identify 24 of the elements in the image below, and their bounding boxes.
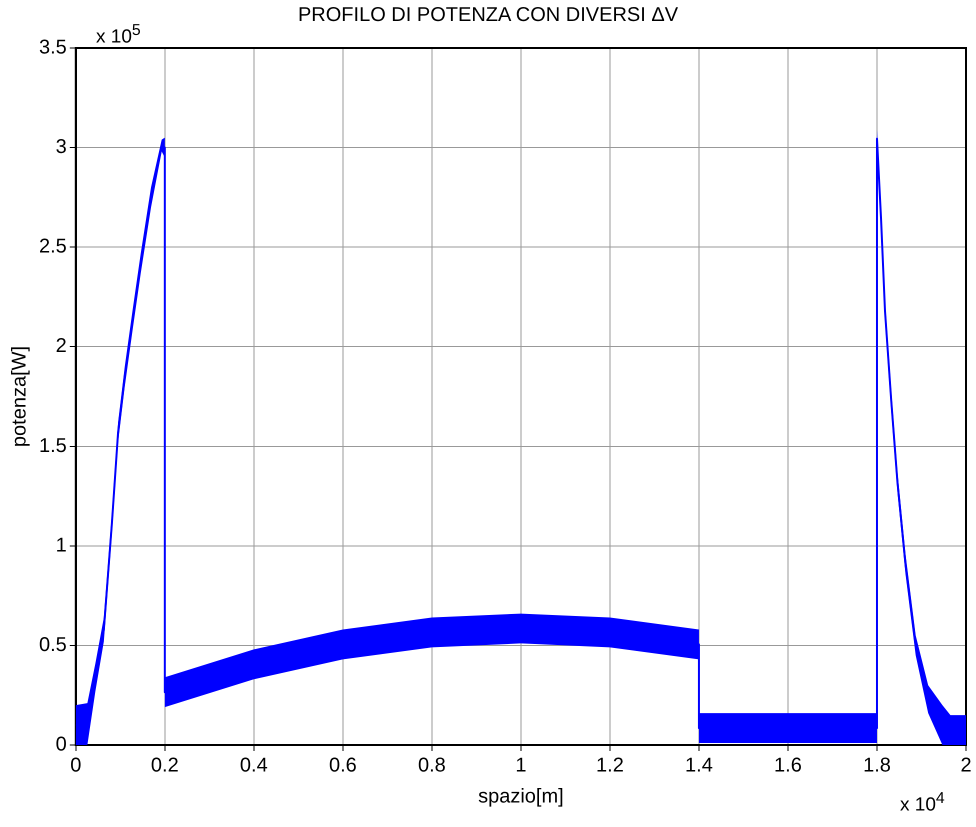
x-tick-label: 1 [515, 754, 526, 777]
x-tick-label: 2 [960, 754, 972, 777]
y-axis-title: potenza[W] [8, 346, 31, 448]
x-tick-label: 0.4 [240, 754, 268, 777]
x-tick-label: 1.4 [685, 754, 713, 777]
y-tick-label: 0 [56, 734, 67, 756]
y-tick-label: 0.5 [38, 634, 67, 656]
x-tick-label: 1.2 [596, 754, 624, 777]
y-tick-label: 2.5 [38, 236, 67, 258]
y-tick-label: 2 [56, 335, 67, 358]
y-tick-label: 3.5 [38, 36, 67, 59]
y-tick-label: 1.5 [38, 434, 67, 457]
chart-title: PROFILO DI POTENZA CON DIVERSI ΔV [298, 4, 678, 26]
x-tick-label: 1.8 [863, 754, 891, 777]
x-tick-label: 0 [70, 754, 82, 777]
x-tick-label: 0.6 [328, 754, 357, 777]
x-axis-title: spazio[m] [478, 786, 564, 808]
y-tick-label: 3 [56, 136, 67, 158]
x-tick-label: 0.8 [418, 754, 446, 777]
y-tick-label: 1 [56, 534, 67, 556]
x-tick-label: 1.6 [774, 754, 802, 777]
x-tick-label: 0.2 [150, 754, 179, 777]
text: x 10$^{5}$ [96, 22, 141, 48]
text: x 10$^{4}$ [900, 790, 945, 816]
